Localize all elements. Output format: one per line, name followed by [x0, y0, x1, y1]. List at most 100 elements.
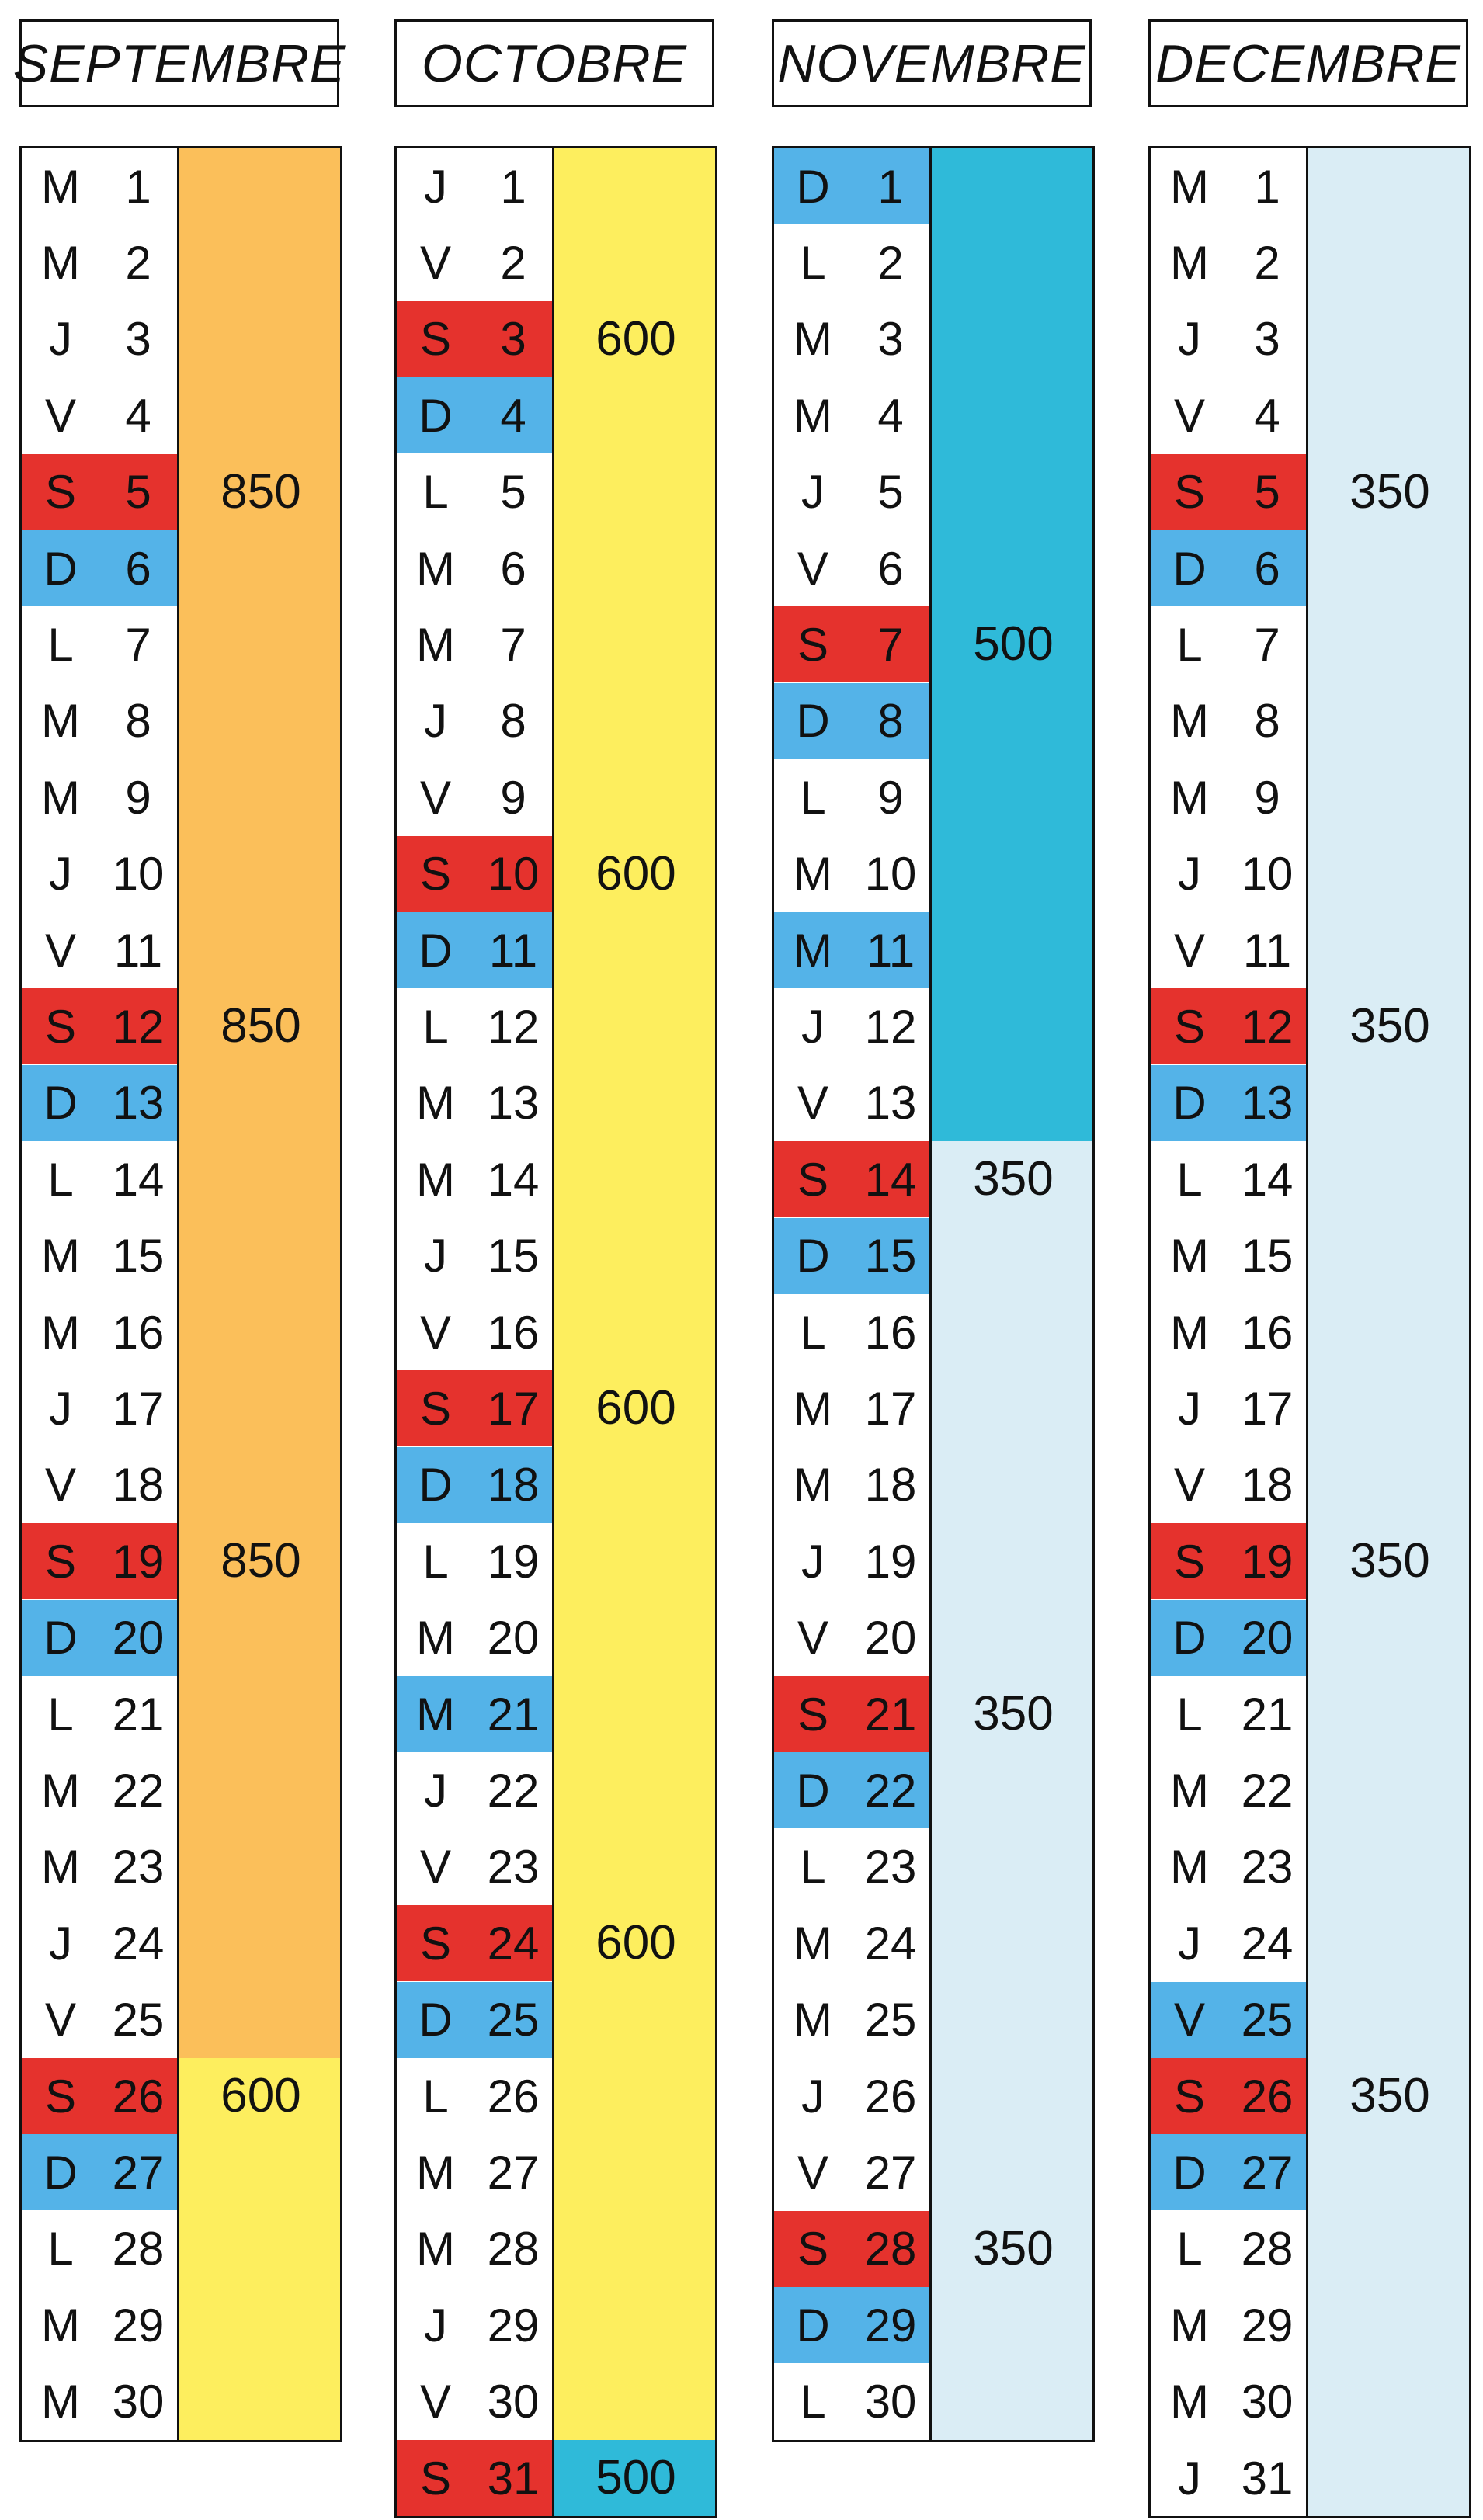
- day-number: 1: [877, 160, 904, 213]
- day-letter: D: [419, 389, 453, 442]
- day-row-holiday: D 13: [1151, 1064, 1306, 1141]
- day-number: 15: [112, 1230, 165, 1283]
- day-row-saturday: S 14: [774, 1141, 929, 1218]
- day-number: 24: [487, 1917, 540, 1970]
- day-row: J 15: [397, 1218, 552, 1294]
- day-row-saturday: S 12: [22, 988, 177, 1065]
- day-letter: V: [1173, 1994, 1206, 2046]
- day-letter: M: [41, 160, 80, 213]
- day-number: 28: [1241, 2223, 1294, 2275]
- day-number: 4: [125, 389, 151, 442]
- day-number: 22: [112, 1764, 165, 1817]
- day-row-holiday: D 18: [397, 1446, 552, 1523]
- day-letter: M: [41, 2376, 80, 2428]
- day-number: 15: [487, 1230, 540, 1283]
- price-label: 350: [973, 2221, 1054, 2275]
- price-label: 600: [596, 311, 676, 366]
- day-row: J 17: [1151, 1370, 1306, 1446]
- day-number: 5: [125, 466, 151, 519]
- day-letter: V: [1173, 1459, 1206, 1512]
- day-letter: L: [800, 1841, 826, 1893]
- price-label: 600: [596, 1381, 676, 1435]
- day-number: 1: [1254, 160, 1280, 213]
- day-letter: M: [1170, 1841, 1209, 1893]
- day-number: 10: [112, 848, 165, 901]
- day-letter: V: [419, 1306, 452, 1359]
- month-title: DECEMBRE: [1148, 19, 1468, 107]
- month-column-septembre: SEPTEMBRE M 1 M 2 J 3 V 4 S 5 D 6 L 7 M 8 M 9 J 10 V 11 S 12 D 13 L…: [13, 0, 345, 2520]
- day-number: 20: [864, 1612, 917, 1664]
- day-letter: D: [1172, 542, 1207, 595]
- day-row-saturday: S 31: [397, 2440, 552, 2516]
- day-number: 24: [864, 1917, 917, 1970]
- price-label: 600: [221, 2069, 301, 2123]
- day-letter: S: [419, 1917, 452, 1970]
- day-number: 3: [1254, 313, 1280, 366]
- day-letter: L: [422, 466, 449, 519]
- day-letter: M: [41, 1841, 80, 1893]
- day-row-saturday: S 17: [397, 1370, 552, 1447]
- day-row: J 19: [774, 1523, 929, 1599]
- day-row: L 30: [774, 2364, 929, 2440]
- day-letter: M: [41, 695, 80, 748]
- day-number: 7: [1254, 618, 1280, 671]
- day-row: J 26: [774, 2058, 929, 2134]
- month-column-octobre: OCTOBRE J 1 V 2 S 3 D 4 L 5 M 6 M 7 J 8 V 9 S 10 D 11 L 12 M 13 M 14…: [394, 0, 719, 2520]
- day-letter: S: [797, 2223, 829, 2275]
- day-row: V 18: [1151, 1447, 1306, 1523]
- day-row: J 12: [774, 988, 929, 1064]
- day-letter: D: [419, 924, 453, 977]
- day-letter: V: [44, 924, 77, 977]
- day-number: 6: [125, 542, 151, 595]
- day-letter: M: [794, 1459, 832, 1512]
- day-letter: L: [47, 2223, 74, 2275]
- price-label: 350: [1349, 1534, 1430, 1588]
- day-row: M 29: [1151, 2287, 1306, 2363]
- day-number: 9: [877, 771, 904, 824]
- day-letter: D: [1172, 1077, 1207, 1130]
- day-number: 20: [112, 1612, 165, 1664]
- day-number: 15: [1241, 1230, 1294, 1283]
- day-row-saturday: S 19: [1151, 1523, 1306, 1600]
- day-letter: M: [794, 389, 832, 442]
- day-number: 10: [487, 848, 540, 901]
- day-number: 13: [112, 1077, 165, 1130]
- day-row-saturday: S 19: [22, 1523, 177, 1600]
- day-row: M 18: [774, 1447, 929, 1523]
- day-letter: V: [797, 1612, 829, 1664]
- day-letter: J: [424, 1230, 447, 1283]
- day-letter: J: [1178, 1917, 1201, 1970]
- day-number: 21: [1241, 1688, 1294, 1741]
- day-number: 24: [112, 1917, 165, 1970]
- price-label: 500: [973, 617, 1054, 672]
- day-letter: S: [419, 1382, 452, 1435]
- day-row: V 27: [774, 2134, 929, 2210]
- day-number: 7: [877, 618, 904, 671]
- day-row: M 24: [774, 1905, 929, 1981]
- day-row-holiday: D 20: [1151, 1599, 1306, 1676]
- day-letter: S: [419, 848, 452, 901]
- day-number: 27: [487, 2146, 540, 2199]
- day-number: 19: [112, 1535, 165, 1588]
- day-number: 7: [125, 618, 151, 671]
- day-letter: M: [794, 313, 832, 366]
- day-number: 14: [864, 1153, 917, 1206]
- day-row: V 23: [397, 1829, 552, 1905]
- day-letter: S: [1173, 1000, 1206, 1053]
- day-number: 31: [487, 2452, 540, 2504]
- day-number: 3: [877, 313, 904, 366]
- day-row: M 25: [774, 1982, 929, 2058]
- day-letter: V: [419, 2376, 452, 2428]
- day-letter: D: [1172, 1612, 1207, 1664]
- day-row: J 10: [22, 836, 177, 912]
- day-letter: M: [41, 2299, 80, 2352]
- day-row: V 11: [1151, 912, 1306, 988]
- day-number: 13: [864, 1077, 917, 1130]
